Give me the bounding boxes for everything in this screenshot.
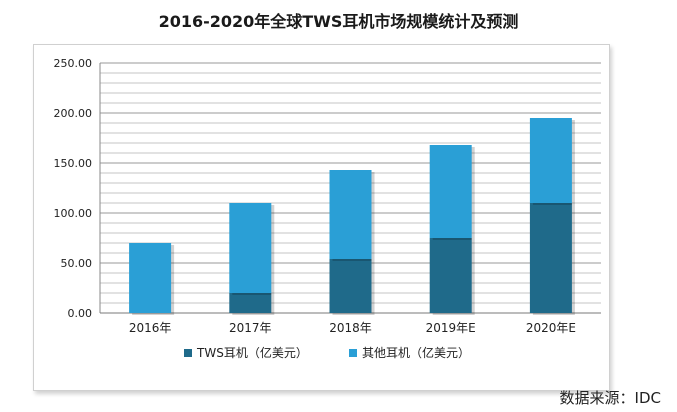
legend-label: TWS耳机（亿美元） [196,345,308,360]
bar-segment [129,243,172,313]
bar-segment [529,203,572,313]
y-tick-label: 100.00 [54,207,93,220]
stacked-bar-chart: 0.00 50.00 100.00 150.00 200.00 250.00 2016年 20… [54,57,601,360]
legend-swatch [349,349,357,357]
x-tick-label: 2016年 [129,321,172,335]
y-tick-label: 150.00 [54,157,93,170]
x-tick-label: 2019年E [426,321,476,335]
y-tick-label: 200.00 [54,107,93,120]
x-tick-label: 2017年 [229,321,272,335]
y-tick-label: 0.00 [68,307,93,320]
legend-label: 其他耳机（亿美元） [362,345,470,360]
bar-segment [429,145,472,238]
bar-segment [229,203,272,293]
x-tick-label: 2020年E [526,321,576,335]
data-source: 数据来源：IDC [559,389,661,407]
bar-segment [229,293,272,313]
bar-segment [329,170,372,259]
bar-segment [529,118,572,203]
bar-segment [429,238,472,313]
legend-swatch [184,349,192,357]
y-tick-label: 50.00 [61,257,93,270]
chart-title: 2016-2020年全球TWS耳机市场规模统计及预测 [158,12,519,31]
bar-segment [329,259,372,313]
x-tick-label: 2018年 [329,321,372,335]
chart-panel: 0.00 50.00 100.00 150.00 200.00 250.00 2016年 20… [33,44,610,391]
y-tick-label: 250.00 [54,57,93,70]
